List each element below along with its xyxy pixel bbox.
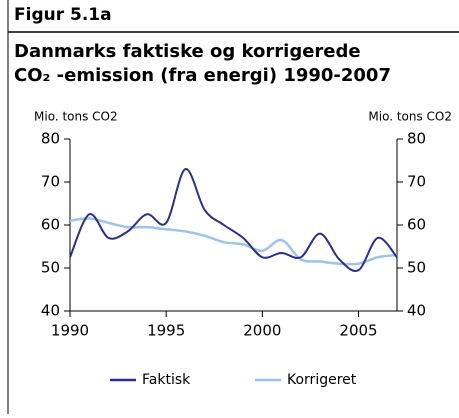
legend-label: Korrigeret [287,372,357,388]
y2-axis-label: Mio. tons CO2 [368,110,452,124]
y-tick-label: 70 [41,173,60,191]
y2-tick-label: 40 [407,302,426,320]
y-tick-label: 60 [41,216,60,234]
figure-label: Figur 5.1a [14,5,112,25]
y2-tick-label: 60 [407,216,426,234]
legend-label: Faktisk [142,372,191,388]
series-line [69,168,398,272]
y2-tick-label: 70 [407,173,426,191]
series-line [69,217,398,266]
y-tick-label: 50 [41,259,60,277]
chart-title: CO₂ -emission (fra energi) 1990-2007 [14,65,391,86]
y-axis-label: Mio. tons CO2 [34,110,118,124]
chart-title: Danmarks faktiske og korrigerede [14,41,361,62]
x-tick-label: 1995 [147,322,185,340]
x-tick-label: 2005 [339,322,377,340]
x-tick-label: 2000 [243,322,281,340]
y-tick-label: 40 [41,302,60,320]
y2-tick-label: 50 [407,259,426,277]
x-tick-label: 1990 [51,322,89,340]
y-tick-label: 80 [41,130,60,148]
y2-tick-label: 80 [407,130,426,148]
